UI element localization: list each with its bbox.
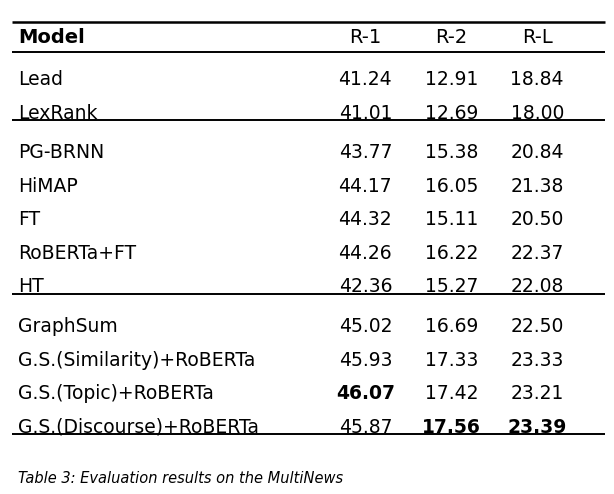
Text: 20.84: 20.84 [510, 143, 564, 162]
Text: 15.11: 15.11 [425, 210, 478, 229]
Text: 45.93: 45.93 [338, 351, 392, 370]
Text: 44.26: 44.26 [338, 244, 392, 263]
Text: G.S.(Discourse)+RoBERTa: G.S.(Discourse)+RoBERTa [18, 418, 260, 437]
Text: 18.84: 18.84 [510, 70, 564, 89]
Text: Lead: Lead [18, 70, 63, 89]
Text: Model: Model [18, 28, 85, 46]
Text: 12.91: 12.91 [425, 70, 478, 89]
Text: 17.56: 17.56 [422, 418, 481, 437]
Text: R-L: R-L [522, 28, 553, 46]
Text: 42.36: 42.36 [338, 278, 392, 296]
Text: R-1: R-1 [349, 28, 381, 46]
Text: G.S.(Topic)+RoBERTa: G.S.(Topic)+RoBERTa [18, 384, 214, 403]
Text: 23.39: 23.39 [508, 418, 567, 437]
Text: 45.87: 45.87 [338, 418, 392, 437]
Text: 15.27: 15.27 [425, 278, 478, 296]
Text: 15.38: 15.38 [425, 143, 478, 162]
Text: LexRank: LexRank [18, 104, 98, 123]
Text: Table 3: Evaluation results on the MultiNews: Table 3: Evaluation results on the Multi… [18, 471, 344, 486]
Text: HT: HT [18, 278, 44, 296]
Text: 23.21: 23.21 [511, 384, 564, 403]
Text: 16.05: 16.05 [425, 177, 478, 196]
Text: 43.77: 43.77 [338, 143, 392, 162]
Text: G.S.(Similarity)+RoBERTa: G.S.(Similarity)+RoBERTa [18, 351, 256, 370]
Text: 17.42: 17.42 [424, 384, 478, 403]
Text: 22.50: 22.50 [511, 317, 564, 336]
Text: 16.69: 16.69 [425, 317, 478, 336]
Text: 18.00: 18.00 [511, 104, 564, 123]
Text: 44.17: 44.17 [338, 177, 392, 196]
Text: 20.50: 20.50 [511, 210, 564, 229]
Text: 22.08: 22.08 [511, 278, 564, 296]
Text: 12.69: 12.69 [425, 104, 478, 123]
Text: 44.32: 44.32 [338, 210, 392, 229]
Text: 17.33: 17.33 [425, 351, 478, 370]
Text: 22.37: 22.37 [511, 244, 564, 263]
Text: HiMAP: HiMAP [18, 177, 78, 196]
Text: R-2: R-2 [435, 28, 467, 46]
Text: 46.07: 46.07 [336, 384, 395, 403]
Text: GraphSum: GraphSum [18, 317, 118, 336]
Text: 21.38: 21.38 [511, 177, 564, 196]
Text: 41.24: 41.24 [338, 70, 392, 89]
Text: PG-BRNN: PG-BRNN [18, 143, 104, 162]
Text: 41.01: 41.01 [338, 104, 392, 123]
Text: RoBERTa+FT: RoBERTa+FT [18, 244, 136, 263]
Text: 23.33: 23.33 [511, 351, 564, 370]
Text: 16.22: 16.22 [425, 244, 478, 263]
Text: FT: FT [18, 210, 41, 229]
Text: 45.02: 45.02 [338, 317, 392, 336]
